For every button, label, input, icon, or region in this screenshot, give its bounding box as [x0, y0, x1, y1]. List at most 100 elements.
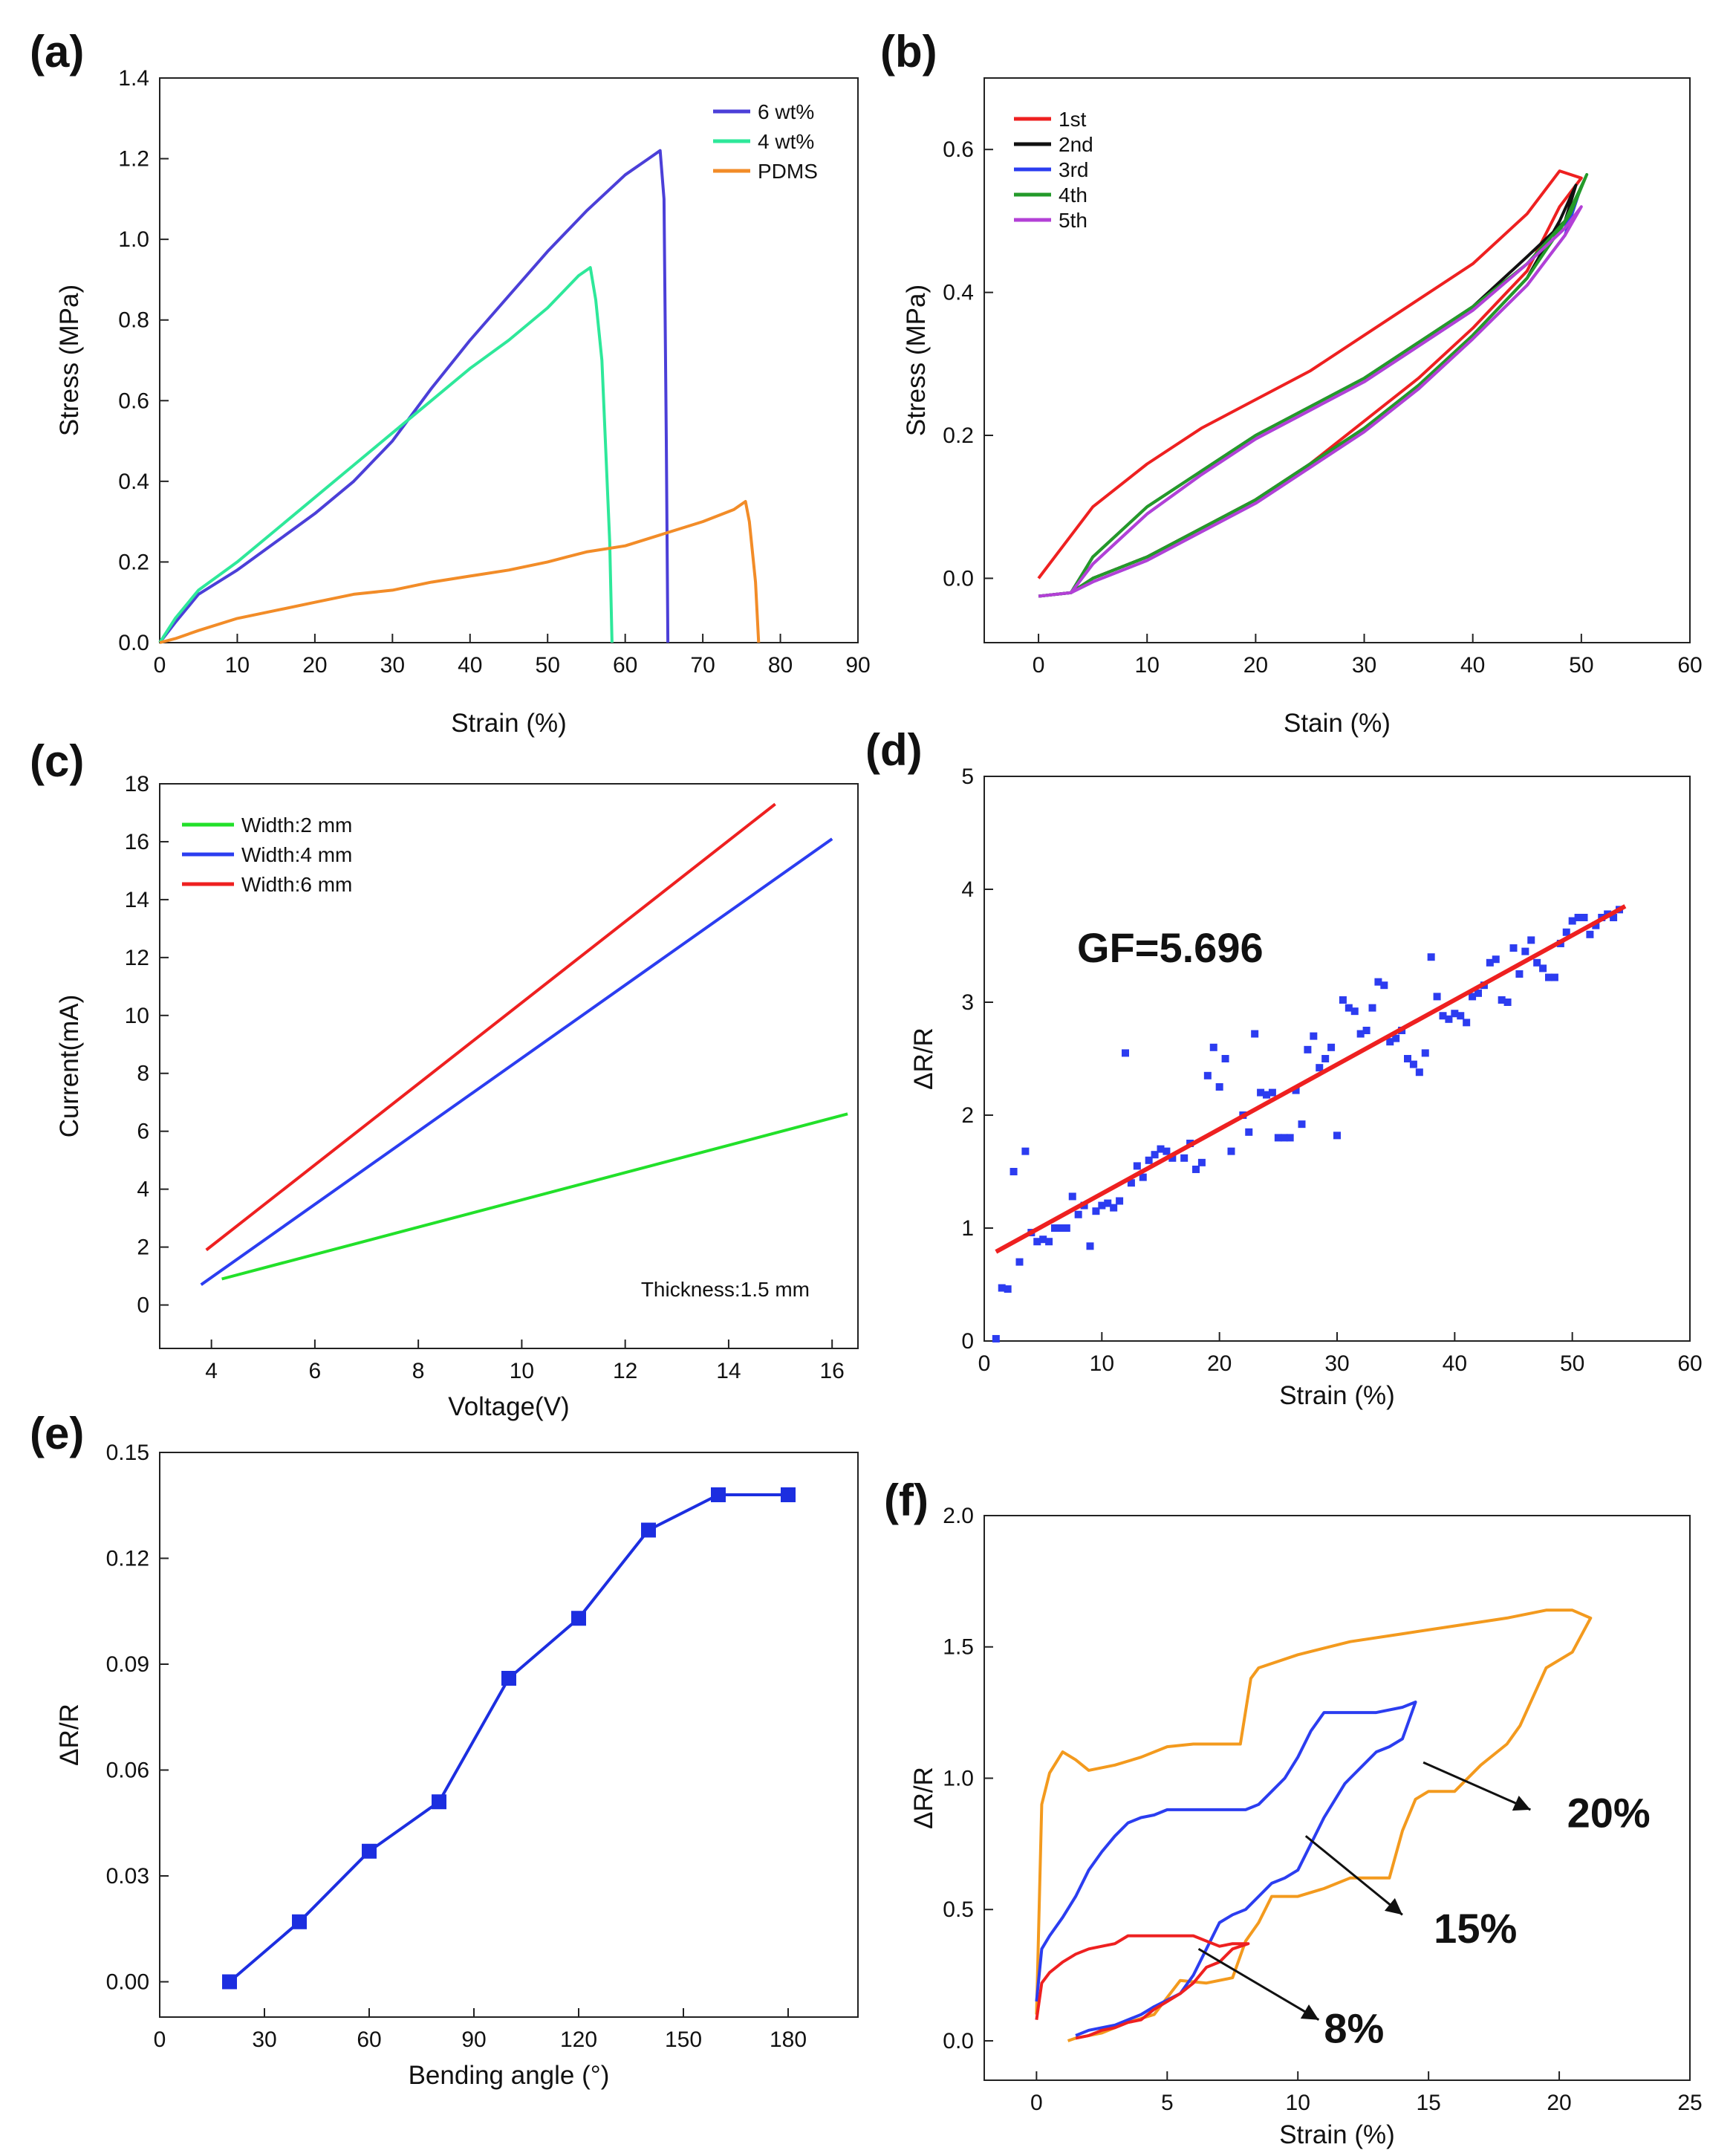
x-tick-label: 180 — [770, 2027, 807, 2052]
scatter-point — [1139, 1173, 1147, 1181]
scatter-point — [1203, 1071, 1212, 1079]
scatter-point — [1116, 1197, 1124, 1205]
y-tick-label: 0.06 — [106, 1759, 149, 1783]
panel-label: (a) — [30, 27, 84, 77]
legend-label: PDMS — [758, 160, 818, 183]
scatter-point — [992, 1334, 1000, 1342]
panel-label: (f) — [884, 1475, 929, 1525]
scatter-point — [998, 1284, 1006, 1292]
scatter-point — [1503, 999, 1512, 1006]
scatter-point — [1157, 1145, 1165, 1153]
scatter-point — [1274, 1134, 1282, 1142]
scatter-point — [1474, 989, 1482, 997]
x-tick-label: 60 — [1677, 1351, 1702, 1376]
scatter-point — [1151, 1151, 1159, 1159]
series-line-b-4 — [1038, 205, 1583, 598]
scatter-point — [1404, 1055, 1411, 1062]
scatter-point — [1221, 1055, 1229, 1062]
scatter-point — [1574, 914, 1582, 921]
y-tick-label: 0.4 — [118, 470, 149, 494]
y-tick-label: 1.0 — [118, 227, 149, 252]
x-tick-label: 10 — [225, 653, 250, 678]
annotation-arrowhead — [1300, 2004, 1319, 2020]
scatter-point — [1074, 1210, 1082, 1218]
x-tick-label: 30 — [1324, 1351, 1349, 1376]
scatter-point — [1374, 978, 1382, 986]
scatter-point — [1009, 1168, 1018, 1175]
series-line-e-0 — [228, 1493, 788, 1984]
legend-label: Width:4 mm — [241, 843, 352, 866]
scatter-point — [1145, 1156, 1153, 1164]
scatter-point — [1327, 1043, 1336, 1051]
scatter-point — [1339, 996, 1347, 1004]
scatter-point — [1457, 1012, 1465, 1020]
x-tick-label: 20 — [1207, 1351, 1232, 1376]
series-line-c-0 — [221, 1112, 848, 1281]
scatter-point — [1197, 1158, 1206, 1166]
annotation-arrow — [1304, 1835, 1403, 1916]
scatter-point — [1263, 1091, 1270, 1099]
scatter-point — [1127, 1179, 1135, 1187]
y-tick-label: 0.12 — [106, 1547, 149, 1571]
x-tick-label: 0 — [1030, 2091, 1043, 2115]
data-point-marker — [432, 1794, 446, 1810]
x-tick-label: 50 — [536, 653, 560, 678]
x-tick-label: 0 — [1033, 653, 1045, 678]
scatter-point — [1180, 1154, 1189, 1162]
scatter-point — [1486, 958, 1494, 967]
y-tick-label: 0.2 — [118, 550, 149, 574]
fit-line — [995, 904, 1627, 1254]
x-tick-label: 40 — [1443, 1351, 1467, 1376]
annotation-arrowhead — [1512, 1795, 1531, 1811]
x-tick-label: 6 — [309, 1359, 322, 1383]
x-tick-label: 80 — [768, 653, 793, 678]
x-tick-label: 0 — [154, 653, 166, 678]
legend-label: 5th — [1059, 209, 1087, 232]
series-line-c-2 — [205, 802, 776, 1252]
y-tick-label: 0.09 — [106, 1652, 149, 1677]
legend-label: 6 wt% — [758, 100, 814, 123]
x-tick-label: 30 — [252, 2027, 276, 2052]
scatter-point — [1421, 1049, 1429, 1057]
x-tick-label: 40 — [1460, 653, 1485, 678]
y-tick-label: 10 — [125, 1004, 149, 1028]
legend-label: 1st — [1059, 108, 1087, 131]
x-tick-label: 12 — [613, 1359, 637, 1383]
scatter-point — [1562, 928, 1570, 936]
series-line-a-2 — [159, 500, 761, 644]
scatter-point — [1469, 993, 1477, 1001]
x-tick-label: 90 — [845, 653, 870, 678]
scatter-point — [1068, 1192, 1076, 1201]
y-tick-label: 0.8 — [118, 308, 149, 333]
scatter-point — [1509, 944, 1518, 952]
data-point-marker — [362, 1843, 377, 1859]
series-line-f-2 — [1035, 1934, 1250, 2040]
y-tick-label: 4 — [961, 877, 974, 902]
series-line-f-0 — [1035, 1608, 1593, 2042]
gf-annotation: GF=5.696 — [1077, 924, 1264, 971]
legend-label: Width:2 mm — [241, 814, 352, 837]
y-tick-label: 2 — [137, 1236, 149, 1260]
data-point-marker — [641, 1522, 656, 1538]
y-tick-label: 0.5 — [943, 1897, 974, 1922]
scatter-point — [1310, 1032, 1318, 1040]
x-axis-title: Strain (%) — [451, 709, 567, 738]
plot-frame — [983, 77, 1691, 643]
x-tick-label: 30 — [380, 653, 405, 678]
scatter-point — [1380, 981, 1388, 990]
chart-panel-b: (b) 0 10 20 30 40 50 60 0.0 0.2 0.4 0.6 Stain (%) Str… — [880, 27, 1703, 738]
x-axis-title: Strain (%) — [1279, 2120, 1395, 2149]
scatter-point — [1321, 1055, 1330, 1062]
scatter-point — [1110, 1204, 1118, 1212]
x-tick-label: 10 — [1286, 2091, 1310, 2115]
scatter-point — [1122, 1049, 1129, 1057]
scatter-point — [1586, 930, 1594, 938]
x-tick-label: 50 — [1569, 653, 1593, 678]
scatter-point — [1439, 1012, 1447, 1020]
y-tick-label: 2.0 — [943, 1504, 974, 1528]
x-tick-label: 150 — [665, 2027, 702, 2052]
x-tick-label: 60 — [1677, 653, 1702, 678]
x-tick-label: 60 — [613, 653, 637, 678]
y-tick-label: 0.0 — [943, 2029, 974, 2053]
panel-label: (b) — [880, 27, 937, 77]
